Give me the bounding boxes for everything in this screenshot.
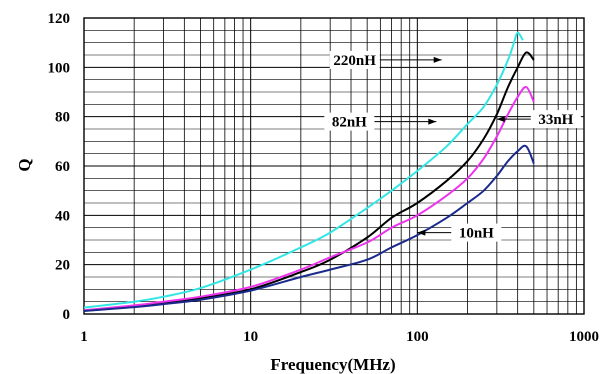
series-line-10nh bbox=[83, 144, 535, 312]
series-label-220nh: 220nH bbox=[333, 53, 376, 69]
y-tick-label: 120 bbox=[48, 11, 71, 27]
y-tick-label: 0 bbox=[63, 307, 71, 323]
label-background bbox=[324, 112, 375, 131]
label-arrowhead bbox=[428, 118, 437, 125]
series-line-220nh bbox=[83, 31, 524, 309]
series-label-10nh: 10nH bbox=[459, 226, 494, 242]
x-tick-label: 10 bbox=[243, 329, 258, 345]
label-background bbox=[530, 110, 581, 129]
y-tick-label: 80 bbox=[55, 110, 70, 126]
label-arrowhead bbox=[433, 56, 442, 63]
x-tick-label: 1 bbox=[80, 329, 88, 345]
axis-tick-group: 1 10 100 1000 0 20 40 60 80 100 120 bbox=[48, 11, 600, 345]
label-background bbox=[451, 223, 502, 242]
x-tick-label: 100 bbox=[406, 329, 429, 345]
y-tick-label: 40 bbox=[55, 208, 70, 224]
series-line-82nh bbox=[83, 51, 535, 312]
y-tick-label: 60 bbox=[55, 159, 70, 175]
label-arrowhead bbox=[496, 116, 505, 123]
series-label-group: 220nH 82nH 33nH 10nH bbox=[324, 50, 581, 242]
series-line-33nh bbox=[83, 86, 535, 312]
series-label-33nh: 33nH bbox=[538, 112, 573, 128]
label-arrowhead bbox=[417, 229, 426, 236]
y-axis-label: Q bbox=[15, 158, 34, 171]
y-tick-label: 100 bbox=[48, 60, 71, 76]
x-axis-label: Frequency(MHz) bbox=[270, 355, 395, 374]
y-tick-label: 20 bbox=[55, 258, 70, 274]
x-tick-label: 1000 bbox=[569, 329, 599, 345]
chart-series-group bbox=[83, 31, 535, 312]
label-background bbox=[329, 50, 380, 69]
series-label-82nh: 82nH bbox=[332, 115, 367, 131]
